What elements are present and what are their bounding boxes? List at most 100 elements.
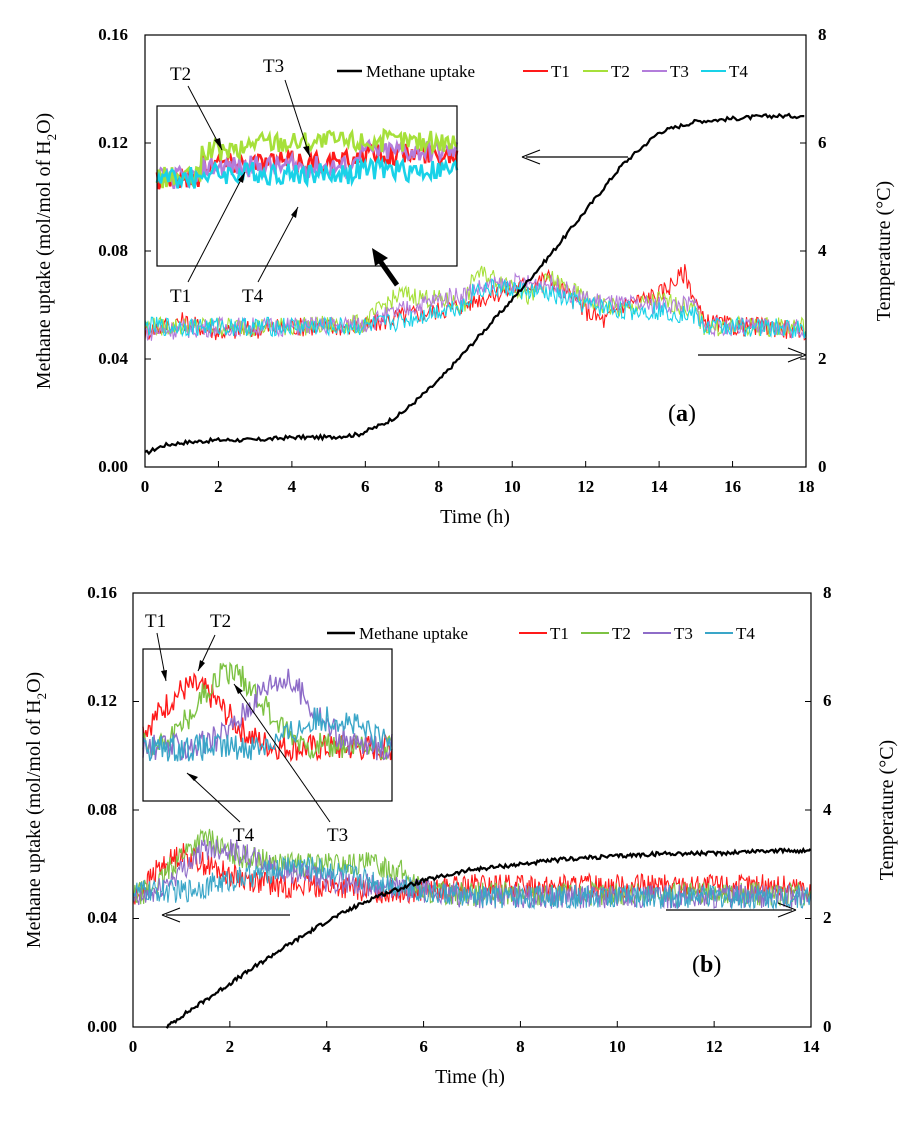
chart-b-ytick-right: 8 <box>823 583 832 602</box>
chart-a-xtick: 16 <box>724 477 741 496</box>
chart-b-annotation-t4-arrow <box>186 772 241 823</box>
chart-a-left-axis-indicator-arrowhead <box>521 149 541 165</box>
chart-a-ytick-right: 8 <box>818 25 827 44</box>
chart-b-annotation-t4: T4 <box>233 825 255 846</box>
chart-a-annotation-t3: T3 <box>263 56 284 77</box>
chart-b-annotation-t3-arrowhead <box>234 684 243 694</box>
chart-a-panel-label-open: ( <box>668 401 676 427</box>
chart-a-xtick: 4 <box>288 477 297 496</box>
chart-a-annotation-t4: T4 <box>242 286 264 307</box>
chart-a-y-axis-title-left-suffix: O) <box>33 113 55 134</box>
chart-a-inset-pointer-arrow <box>375 256 400 287</box>
chart-a-ytick-left: 0.16 <box>98 25 128 44</box>
chart-b-panel-label-letter: b <box>700 952 713 978</box>
inset-series-t3 <box>142 668 393 761</box>
chart-a-annotation-t2: T2 <box>170 64 191 85</box>
chart-b-y-axis-title-right: Temperature (°C) <box>876 740 898 880</box>
chart-b-xtick: 10 <box>609 1037 626 1056</box>
chart-b-inset-frame <box>142 648 393 802</box>
legend-label-t4: T4 <box>729 62 748 81</box>
chart-b-annotation-t3-arrow <box>233 683 331 823</box>
legend-label-t2: T2 <box>611 62 630 81</box>
chart-b-ytick-right: 6 <box>823 691 832 710</box>
chart-a-xtick: 14 <box>651 477 669 496</box>
chart-b-xtick: 8 <box>516 1037 525 1056</box>
chart-b-y-axis-title-left-prefix: Methane uptake (mol/mol of H <box>23 699 45 948</box>
chart-b-ytick-left: 0.12 <box>87 691 117 710</box>
legend-label-methane: Methane uptake <box>366 62 475 81</box>
legend-label-t3: T3 <box>670 62 689 81</box>
chart-a-inset <box>155 106 459 266</box>
chart-a-xtick: 0 <box>141 477 150 496</box>
chart-a-ytick-right: 4 <box>818 241 827 260</box>
chart-b-right-axis-indicator-arrowhead <box>777 902 797 918</box>
chart-a-inset-pointer-arrowhead <box>372 248 388 266</box>
chart-a-annotation-t1: T1 <box>170 286 191 307</box>
chart-b-left-axis-indicator-arrowhead <box>161 907 181 923</box>
chart-b-ytick-left: 0.16 <box>87 583 117 602</box>
chart-b-xtick: 4 <box>322 1037 331 1056</box>
chart-b-panel-label: (b) <box>692 952 721 978</box>
inset-series-t1 <box>142 672 393 763</box>
chart-b-xtick: 0 <box>129 1037 138 1056</box>
inset-series-t4 <box>142 706 392 762</box>
chart-b-xtick: 2 <box>226 1037 235 1056</box>
chart-b-annotation-t2-arrowhead <box>198 660 205 671</box>
chart-a-annotation-t4-arrowhead <box>291 207 298 218</box>
chart-b-frame <box>132 592 812 1028</box>
legend-label-t2: T2 <box>612 624 631 643</box>
chart-b-annotation-t1-arrowhead <box>161 670 167 681</box>
chart-b-plot-area <box>132 592 812 1029</box>
chart-a-ytick-left: 0.08 <box>98 241 128 260</box>
chart-a-right-axis-indicator-arrowhead <box>787 347 807 363</box>
chart-a-ytick-left: 0.04 <box>98 349 128 368</box>
chart-b-xtick: 12 <box>706 1037 723 1056</box>
chart-a-xtick: 12 <box>577 477 594 496</box>
chart-b-ytick-left: 0.00 <box>87 1017 117 1036</box>
chart-a-panel-label-letter: a <box>676 401 688 427</box>
chart-b-y-axis-title-left-suffix: O) <box>23 672 45 693</box>
chart-b-annotation-t2: T2 <box>210 611 231 632</box>
chart-a-annotation-t1-arrow <box>187 171 246 283</box>
chart-a-frame <box>144 34 807 468</box>
series-line-t4 <box>144 277 807 339</box>
legend-label-t3: T3 <box>674 624 693 643</box>
chart-b-panel-label-close: ) <box>713 952 721 978</box>
chart-b-xtick: 6 <box>419 1037 428 1056</box>
chart-a-annotation-t3-arrowhead <box>303 146 310 157</box>
chart-a-panel-label-close: ) <box>688 401 696 427</box>
series-line-methane-uptake <box>165 846 812 1029</box>
chart-a-annotation-t1-arrowhead <box>238 172 245 183</box>
chart-a-annotation-t2-arrowhead <box>214 138 222 150</box>
chart-panel-b: 0.00 0.04 0.08 0.12 0.16 0 2 4 6 8 0 2 4… <box>0 570 919 1130</box>
chart-b-annotation-t4-arrowhead <box>187 773 198 781</box>
chart-a-legend: Methane uptake T1 T2 T3 T4 <box>337 62 748 81</box>
chart-b-ytick-right: 4 <box>823 800 832 819</box>
chart-a-y-axis-title-left-sub: 2 <box>44 134 59 141</box>
chart-a-xtick: 8 <box>435 477 444 496</box>
chart-b-inset <box>142 649 393 801</box>
chart-a-y-axis-title-left: Methane uptake (mol/mol of H2O) <box>33 113 59 389</box>
chart-a-y-axis-title-right: Temperature (°C) <box>873 181 895 321</box>
chart-a-svg: 0.00 0.04 0.08 0.12 0.16 0 2 4 6 8 0 2 4… <box>33 25 895 528</box>
chart-a-ytick-right: 2 <box>818 349 827 368</box>
legend-label-t1: T1 <box>551 62 570 81</box>
chart-b-ytick-left: 0.04 <box>87 908 117 927</box>
chart-a-annotation-t3-arrow <box>284 79 311 158</box>
chart-b-x-axis-title: Time (h) <box>435 1066 505 1088</box>
chart-b-ytick-right: 2 <box>823 908 832 927</box>
chart-a-xtick: 2 <box>214 477 223 496</box>
inset-series-t4 <box>155 155 459 190</box>
chart-b-xtick: 14 <box>803 1037 821 1056</box>
chart-a-x-axis-title: Time (h) <box>440 506 510 528</box>
series-line-methane-uptake <box>144 112 805 456</box>
legend-label-t4: T4 <box>736 624 755 643</box>
chart-a-annotation-t4-arrow <box>257 206 299 283</box>
chart-b-ytick-left: 0.08 <box>87 800 117 819</box>
chart-b-panel-label-open: ( <box>692 952 700 978</box>
chart-b-legend: Methane uptake T1 T2 T3 T4 <box>327 624 755 643</box>
chart-a-xtick: 6 <box>361 477 370 496</box>
chart-a-ytick-right: 0 <box>818 457 827 476</box>
legend-label-t1: T1 <box>550 624 569 643</box>
chart-b-y-axis-title-left: Methane uptake (mol/mol of H2O) <box>23 672 49 948</box>
